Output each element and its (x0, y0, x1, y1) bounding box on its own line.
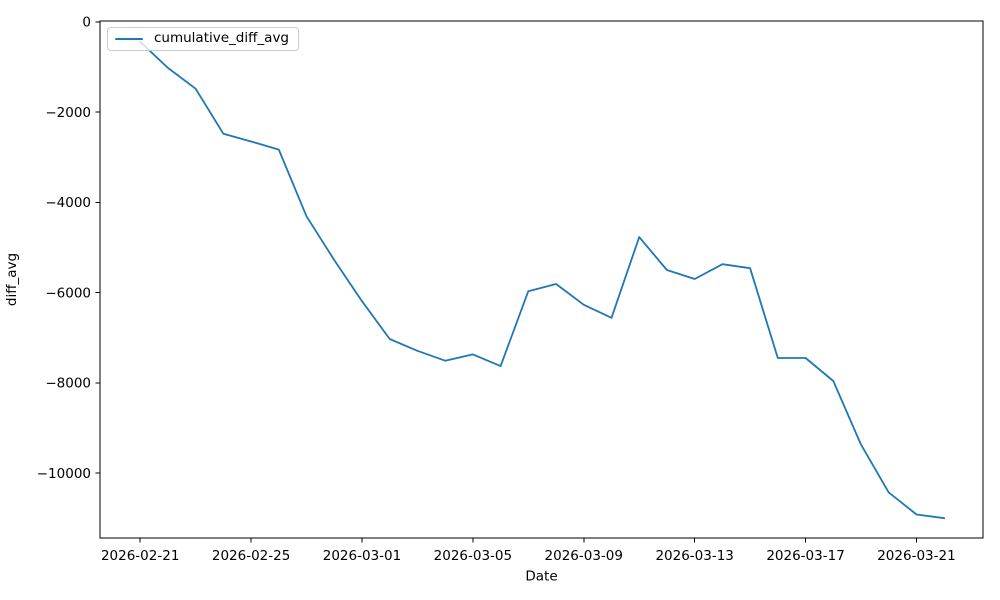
y-tick-label: −10000 (37, 466, 91, 482)
x-tick-label: 2026-03-21 (877, 548, 955, 564)
x-tick-label: 2026-03-05 (434, 548, 512, 564)
y-tick-label: −6000 (45, 285, 91, 301)
x-tick-label: 2026-03-01 (323, 548, 401, 564)
y-axis-title: diff_avg (4, 253, 20, 306)
x-tick-label: 2026-02-21 (101, 548, 179, 564)
legend-line-swatch (115, 37, 143, 41)
y-tick-label: 0 (82, 15, 91, 31)
x-tick-label: 2026-02-25 (212, 548, 290, 564)
y-tick-label: −8000 (45, 376, 91, 392)
y-tick-label: −2000 (45, 105, 91, 121)
x-tick-label: 2026-03-09 (545, 548, 623, 564)
legend: cumulative_diff_avg (107, 27, 299, 51)
series-line (139, 40, 946, 520)
y-tick-label: −4000 (45, 195, 91, 211)
x-tick-label: 2026-03-17 (766, 548, 844, 564)
plot-frame (99, 20, 984, 539)
x-axis-title: Date (525, 569, 557, 585)
x-tick-label: 2026-03-13 (655, 548, 733, 564)
legend-label: cumulative_diff_avg (154, 30, 289, 47)
